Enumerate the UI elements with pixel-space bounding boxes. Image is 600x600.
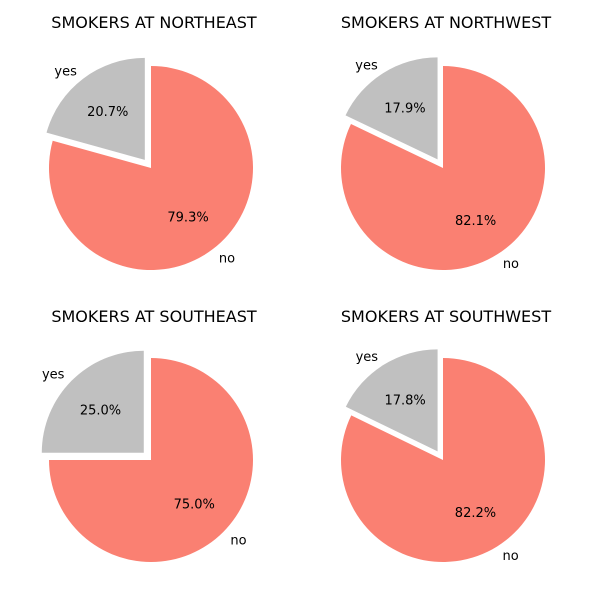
pie-slice-no bbox=[341, 358, 545, 562]
pie-slice-no bbox=[49, 66, 254, 271]
slice-label-yes: yes bbox=[42, 367, 65, 382]
pie-slice-yes bbox=[345, 349, 438, 452]
slice-percent-no: 82.2% bbox=[455, 506, 496, 521]
slice-percent-yes: 25.0% bbox=[80, 404, 121, 419]
slice-label-yes: yes bbox=[355, 58, 378, 73]
chart-title: SMOKERS AT NORTHWEST bbox=[341, 13, 551, 32]
pie-panel-southeast: SMOKERS AT SOUTHEAST yes 25.0% no 75.0% bbox=[41, 307, 257, 562]
slice-percent-yes: 17.8% bbox=[384, 393, 425, 408]
slice-label-no: no bbox=[230, 533, 246, 548]
slice-percent-yes: 20.7% bbox=[87, 105, 128, 120]
pie-panel-northeast: SMOKERS AT NORTHEAST yes 20.7% no 79.3% bbox=[46, 13, 257, 271]
slice-label-yes: yes bbox=[356, 350, 379, 365]
slice-percent-no: 79.3% bbox=[167, 211, 208, 226]
slice-label-yes: yes bbox=[54, 65, 77, 80]
slice-percent-no: 75.0% bbox=[174, 497, 215, 512]
chart-title: SMOKERS AT SOUTHEAST bbox=[51, 307, 257, 326]
pie-slice-yes bbox=[41, 350, 144, 453]
slice-label-no: no bbox=[503, 549, 519, 564]
pie-panel-southwest: SMOKERS AT SOUTHWEST yes 17.8% no 82.2% bbox=[341, 307, 551, 564]
pie-slice-yes bbox=[345, 57, 438, 160]
slice-label-no: no bbox=[219, 251, 235, 266]
slice-label-no: no bbox=[503, 257, 519, 272]
pie-slice-yes bbox=[46, 57, 145, 160]
pie-slice-no bbox=[49, 358, 253, 562]
pie-panel-northwest: SMOKERS AT NORTHWEST yes 17.9% no 82.1% bbox=[341, 13, 551, 272]
chart-title: SMOKERS AT SOUTHWEST bbox=[341, 307, 551, 326]
pie-slice-no bbox=[341, 66, 546, 270]
slice-percent-no: 82.1% bbox=[455, 214, 496, 229]
slice-percent-yes: 17.9% bbox=[384, 102, 425, 117]
chart-title: SMOKERS AT NORTHEAST bbox=[51, 13, 257, 32]
